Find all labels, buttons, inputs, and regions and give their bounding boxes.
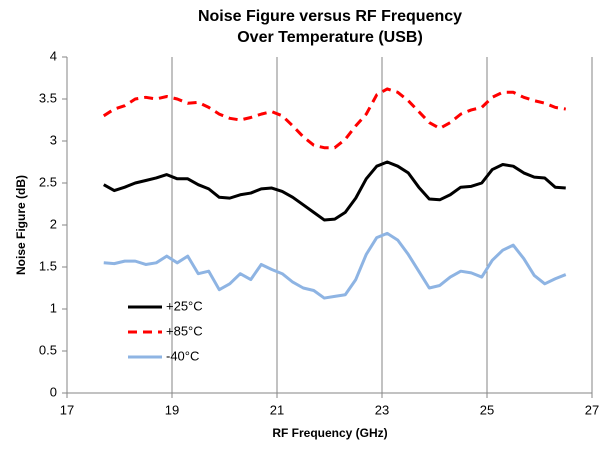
y-tick-label: 2 bbox=[50, 216, 57, 231]
y-axis-label: Noise Figure (dB) bbox=[14, 175, 28, 275]
y-tick-label: 3.5 bbox=[39, 90, 57, 105]
y-tick-label: 0 bbox=[50, 384, 57, 399]
y-tick-label: 4 bbox=[50, 48, 57, 63]
y-tick-label: 2.5 bbox=[39, 174, 57, 189]
chart-title: Over Temperature (USB) bbox=[237, 29, 423, 46]
x-tick-label: 25 bbox=[480, 402, 494, 417]
y-tick-label: 3 bbox=[50, 132, 57, 147]
x-tick-label: 17 bbox=[60, 402, 74, 417]
legend-label: +25°C bbox=[166, 298, 203, 313]
data-line bbox=[103, 231, 567, 300]
legend-label: +85°C bbox=[166, 323, 203, 338]
legend-label: -40°C bbox=[166, 348, 199, 363]
x-axis-label: RF Frequency (GHz) bbox=[272, 426, 387, 440]
x-tick-label: 21 bbox=[270, 402, 284, 417]
data-line bbox=[102, 87, 566, 150]
x-tick-label: 23 bbox=[375, 402, 389, 417]
data-line bbox=[103, 160, 566, 222]
y-tick-label: 1.5 bbox=[39, 258, 57, 273]
y-tick-label: 0.5 bbox=[39, 342, 57, 357]
y-tick-label: 1 bbox=[50, 300, 57, 315]
x-tick-label: 19 bbox=[165, 402, 179, 417]
x-tick-label: 27 bbox=[585, 402, 599, 417]
chart-title: Noise Figure versus RF Frequency bbox=[198, 8, 462, 25]
